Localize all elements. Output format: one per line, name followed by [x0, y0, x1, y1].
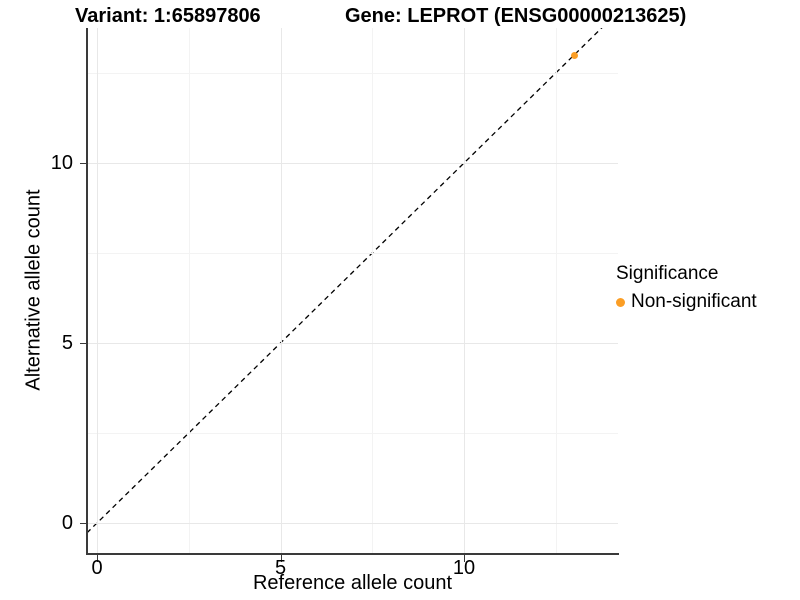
x-tick-label: 10	[452, 557, 476, 579]
y-major-gridline	[87, 523, 618, 524]
y-tick-label: 10	[50, 152, 73, 174]
x-tick-label: 0	[91, 557, 103, 579]
y-axis-line	[86, 28, 88, 555]
x-minor-gridline	[188, 28, 190, 553]
plot-panel	[87, 28, 618, 553]
x-tick-label: 5	[274, 557, 287, 579]
y-minor-gridline	[87, 73, 618, 74]
x-tick-mark	[97, 555, 98, 562]
legend-item-label: Non-significant	[631, 290, 757, 312]
legend: Significance Non-significant	[616, 263, 757, 314]
y-tick-mark	[80, 523, 87, 524]
plot-title-gene: Gene: LEPROT (ENSG00000213625)	[345, 5, 687, 27]
x-major-gridline	[464, 28, 465, 553]
non-significant-dot-icon	[616, 297, 625, 307]
x-minor-gridline	[372, 28, 374, 553]
identity-dashed-line	[87, 28, 603, 534]
data-point	[570, 51, 578, 59]
y-axis-title: Alternative allele count	[22, 189, 45, 391]
y-major-gridline	[87, 163, 618, 164]
y-tick-mark	[80, 343, 87, 344]
identity-line-layer	[87, 28, 603, 534]
y-major-gridline	[87, 343, 618, 344]
y-minor-gridline	[87, 433, 618, 434]
legend-item-non-significant: Non-significant	[616, 291, 757, 314]
x-tick-mark	[464, 555, 465, 562]
x-axis-title: Reference allele count	[252, 572, 452, 594]
y-minor-gridline	[87, 253, 618, 254]
x-tick-mark	[280, 555, 282, 562]
y-tick-label: 0	[61, 512, 73, 534]
x-major-gridline	[280, 28, 282, 553]
y-tick-mark	[80, 163, 87, 164]
x-minor-gridline	[555, 28, 557, 553]
plot-title-variant: Variant: 1:65897806	[75, 5, 261, 27]
x-axis-line	[87, 553, 619, 555]
legend-title: Significance	[616, 263, 719, 284]
x-major-gridline	[97, 28, 98, 553]
y-tick-label: 5	[61, 332, 73, 354]
